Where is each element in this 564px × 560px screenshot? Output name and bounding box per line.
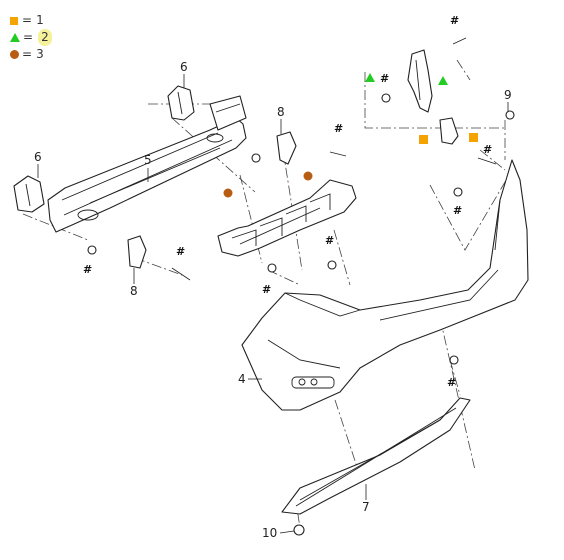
bracket-lower-part[interactable] — [13, 175, 45, 213]
green-triangle-icon — [10, 33, 20, 42]
legend: = 1 = 2 = 3 — [10, 12, 52, 63]
lower-trim-part[interactable] — [281, 397, 471, 515]
part-label-8-upper: 8 — [277, 105, 285, 119]
bracket-upper-part[interactable] — [167, 85, 195, 121]
green-triangle-icon — [365, 73, 375, 82]
part-label-6-upper: 6 — [180, 60, 188, 74]
part-label-5: 5 — [144, 153, 152, 167]
bracket-clip-lower-part[interactable] — [127, 235, 147, 269]
part-label-8-lower: 8 — [130, 284, 138, 298]
part-label-4: 4 — [238, 372, 246, 386]
markers — [223, 73, 478, 198]
legend-row-circle: = 3 — [10, 46, 52, 63]
hash-label: # — [483, 143, 492, 156]
side-guide-part[interactable] — [439, 117, 459, 145]
legend-value-highlighted: 2 — [38, 29, 52, 46]
orange-square-icon — [10, 16, 18, 25]
bumper-cover-part[interactable] — [241, 159, 529, 411]
hash-label: # — [380, 72, 389, 85]
part-label-10: 10 — [262, 526, 277, 540]
hash-label: # — [325, 234, 334, 247]
part-labels: 6 6 5 8 8 9 4 7 10 — [34, 60, 512, 540]
hash-label: # — [450, 14, 459, 27]
hash-label: # — [453, 204, 462, 217]
hash-label: # — [83, 263, 92, 276]
fasteners — [87, 37, 515, 536]
hash-label: # — [176, 245, 185, 258]
brown-circle-icon — [223, 188, 233, 198]
orange-square-icon — [419, 135, 428, 144]
part-label-6-lower: 6 — [34, 150, 42, 164]
legend-value: 1 — [36, 13, 44, 27]
legend-value: 3 — [36, 47, 44, 61]
hash-label: # — [262, 283, 271, 296]
side-bracket-part[interactable] — [407, 49, 433, 113]
legend-eq: = — [23, 30, 34, 44]
bumper-beam-part[interactable] — [47, 95, 247, 233]
legend-row-square: = 1 — [10, 12, 52, 29]
bracket-clip-upper-part[interactable] — [276, 131, 297, 165]
part-label-7: 7 — [362, 500, 370, 514]
hash-labels: # # # # # # # # # # — [83, 14, 492, 389]
brown-circle-icon — [10, 50, 19, 59]
hash-label: # — [447, 376, 456, 389]
legend-eq: = — [22, 47, 33, 61]
energy-absorber-part[interactable] — [217, 179, 357, 257]
legend-row-triangle: = 2 — [10, 29, 52, 46]
orange-square-icon — [469, 133, 478, 142]
hash-label: # — [334, 122, 343, 135]
legend-eq: = — [22, 13, 33, 27]
green-triangle-icon — [438, 76, 448, 85]
brown-circle-icon — [303, 171, 313, 181]
part-label-9: 9 — [504, 88, 512, 102]
